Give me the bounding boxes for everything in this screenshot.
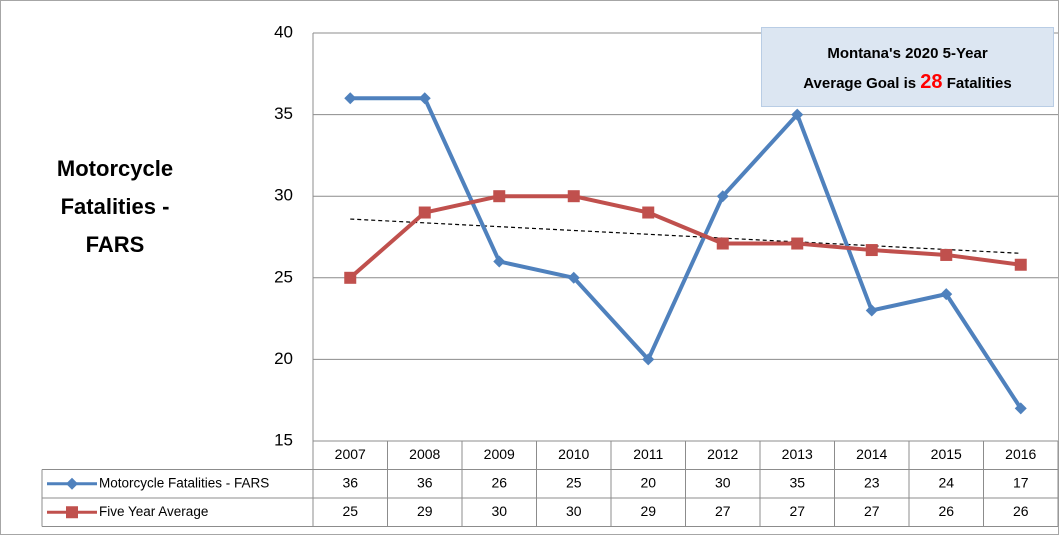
table-value: 26 [491, 474, 507, 490]
point [716, 237, 729, 250]
legend-marker [66, 477, 78, 490]
x-tick-label: 2014 [856, 446, 887, 462]
point [493, 255, 506, 268]
x-tick-label: 2013 [782, 446, 813, 462]
table-value: 29 [417, 503, 433, 519]
point [791, 108, 804, 121]
point [567, 271, 580, 284]
table-value: 25 [566, 474, 582, 490]
table-value: 30 [491, 503, 507, 519]
y-tick-label: 35 [274, 104, 293, 123]
table-value: 30 [715, 474, 731, 490]
table-value: 26 [938, 503, 954, 519]
table-value: 23 [864, 474, 880, 490]
table-value: 17 [1013, 474, 1029, 490]
table-value: 27 [789, 503, 805, 519]
annotation-text: Average Goal is [803, 75, 917, 92]
legend-marker [66, 506, 78, 519]
point [493, 190, 506, 203]
annotation-text: Montana's 2020 5-Year [827, 45, 988, 62]
point [791, 237, 804, 250]
y-tick-label: 30 [274, 186, 293, 205]
x-tick-label: 2012 [707, 446, 738, 462]
y-tick-label: 40 [274, 22, 293, 41]
point [344, 92, 357, 105]
legend-label: Motorcycle Fatalities - FARS [99, 475, 269, 490]
point [865, 304, 878, 317]
x-tick-label: 2009 [484, 446, 515, 462]
annotation-text: Fatalities [946, 75, 1012, 92]
chart-title: Motorcycle Fatalities - FARS [56, 156, 174, 257]
point [642, 353, 655, 366]
series-line [348, 194, 1022, 280]
y-tick-label: 20 [274, 349, 293, 368]
x-tick-label: 2016 [1005, 446, 1036, 462]
table-value: 26 [1013, 503, 1029, 519]
table-value: 35 [789, 474, 805, 490]
point [418, 92, 431, 105]
x-tick-label: 2010 [558, 446, 589, 462]
table-value: 30 [566, 503, 582, 519]
table-value: 36 [417, 474, 433, 490]
annotation-goal: 28 [920, 71, 943, 93]
y-tick-label: 15 [274, 430, 293, 449]
x-tick-label: 2015 [931, 446, 962, 462]
point [865, 244, 878, 257]
annotation: Montana's 2020 5-Year Average Goal is 28… [761, 27, 1054, 107]
point [344, 271, 357, 284]
table-value: 27 [715, 503, 731, 519]
table-value: 36 [342, 474, 358, 490]
point [418, 206, 431, 219]
point [716, 190, 729, 203]
y-tick-label: 25 [274, 267, 293, 286]
point [567, 190, 580, 203]
point [1014, 402, 1027, 415]
point [1014, 258, 1027, 271]
table-value: 20 [640, 474, 656, 490]
x-tick-label: 2007 [335, 446, 366, 462]
table-value: 24 [938, 474, 954, 490]
legend-label: Five Year Average [99, 504, 208, 519]
x-tick-label: 2008 [409, 446, 440, 462]
point [940, 248, 953, 261]
table-value: 27 [864, 503, 880, 519]
point [940, 288, 953, 301]
table-value: 25 [342, 503, 358, 519]
series-line [350, 96, 1023, 410]
trendline [350, 218, 1021, 254]
point [642, 206, 655, 219]
x-tick-label: 2011 [633, 446, 663, 462]
table-value: 29 [640, 503, 656, 519]
